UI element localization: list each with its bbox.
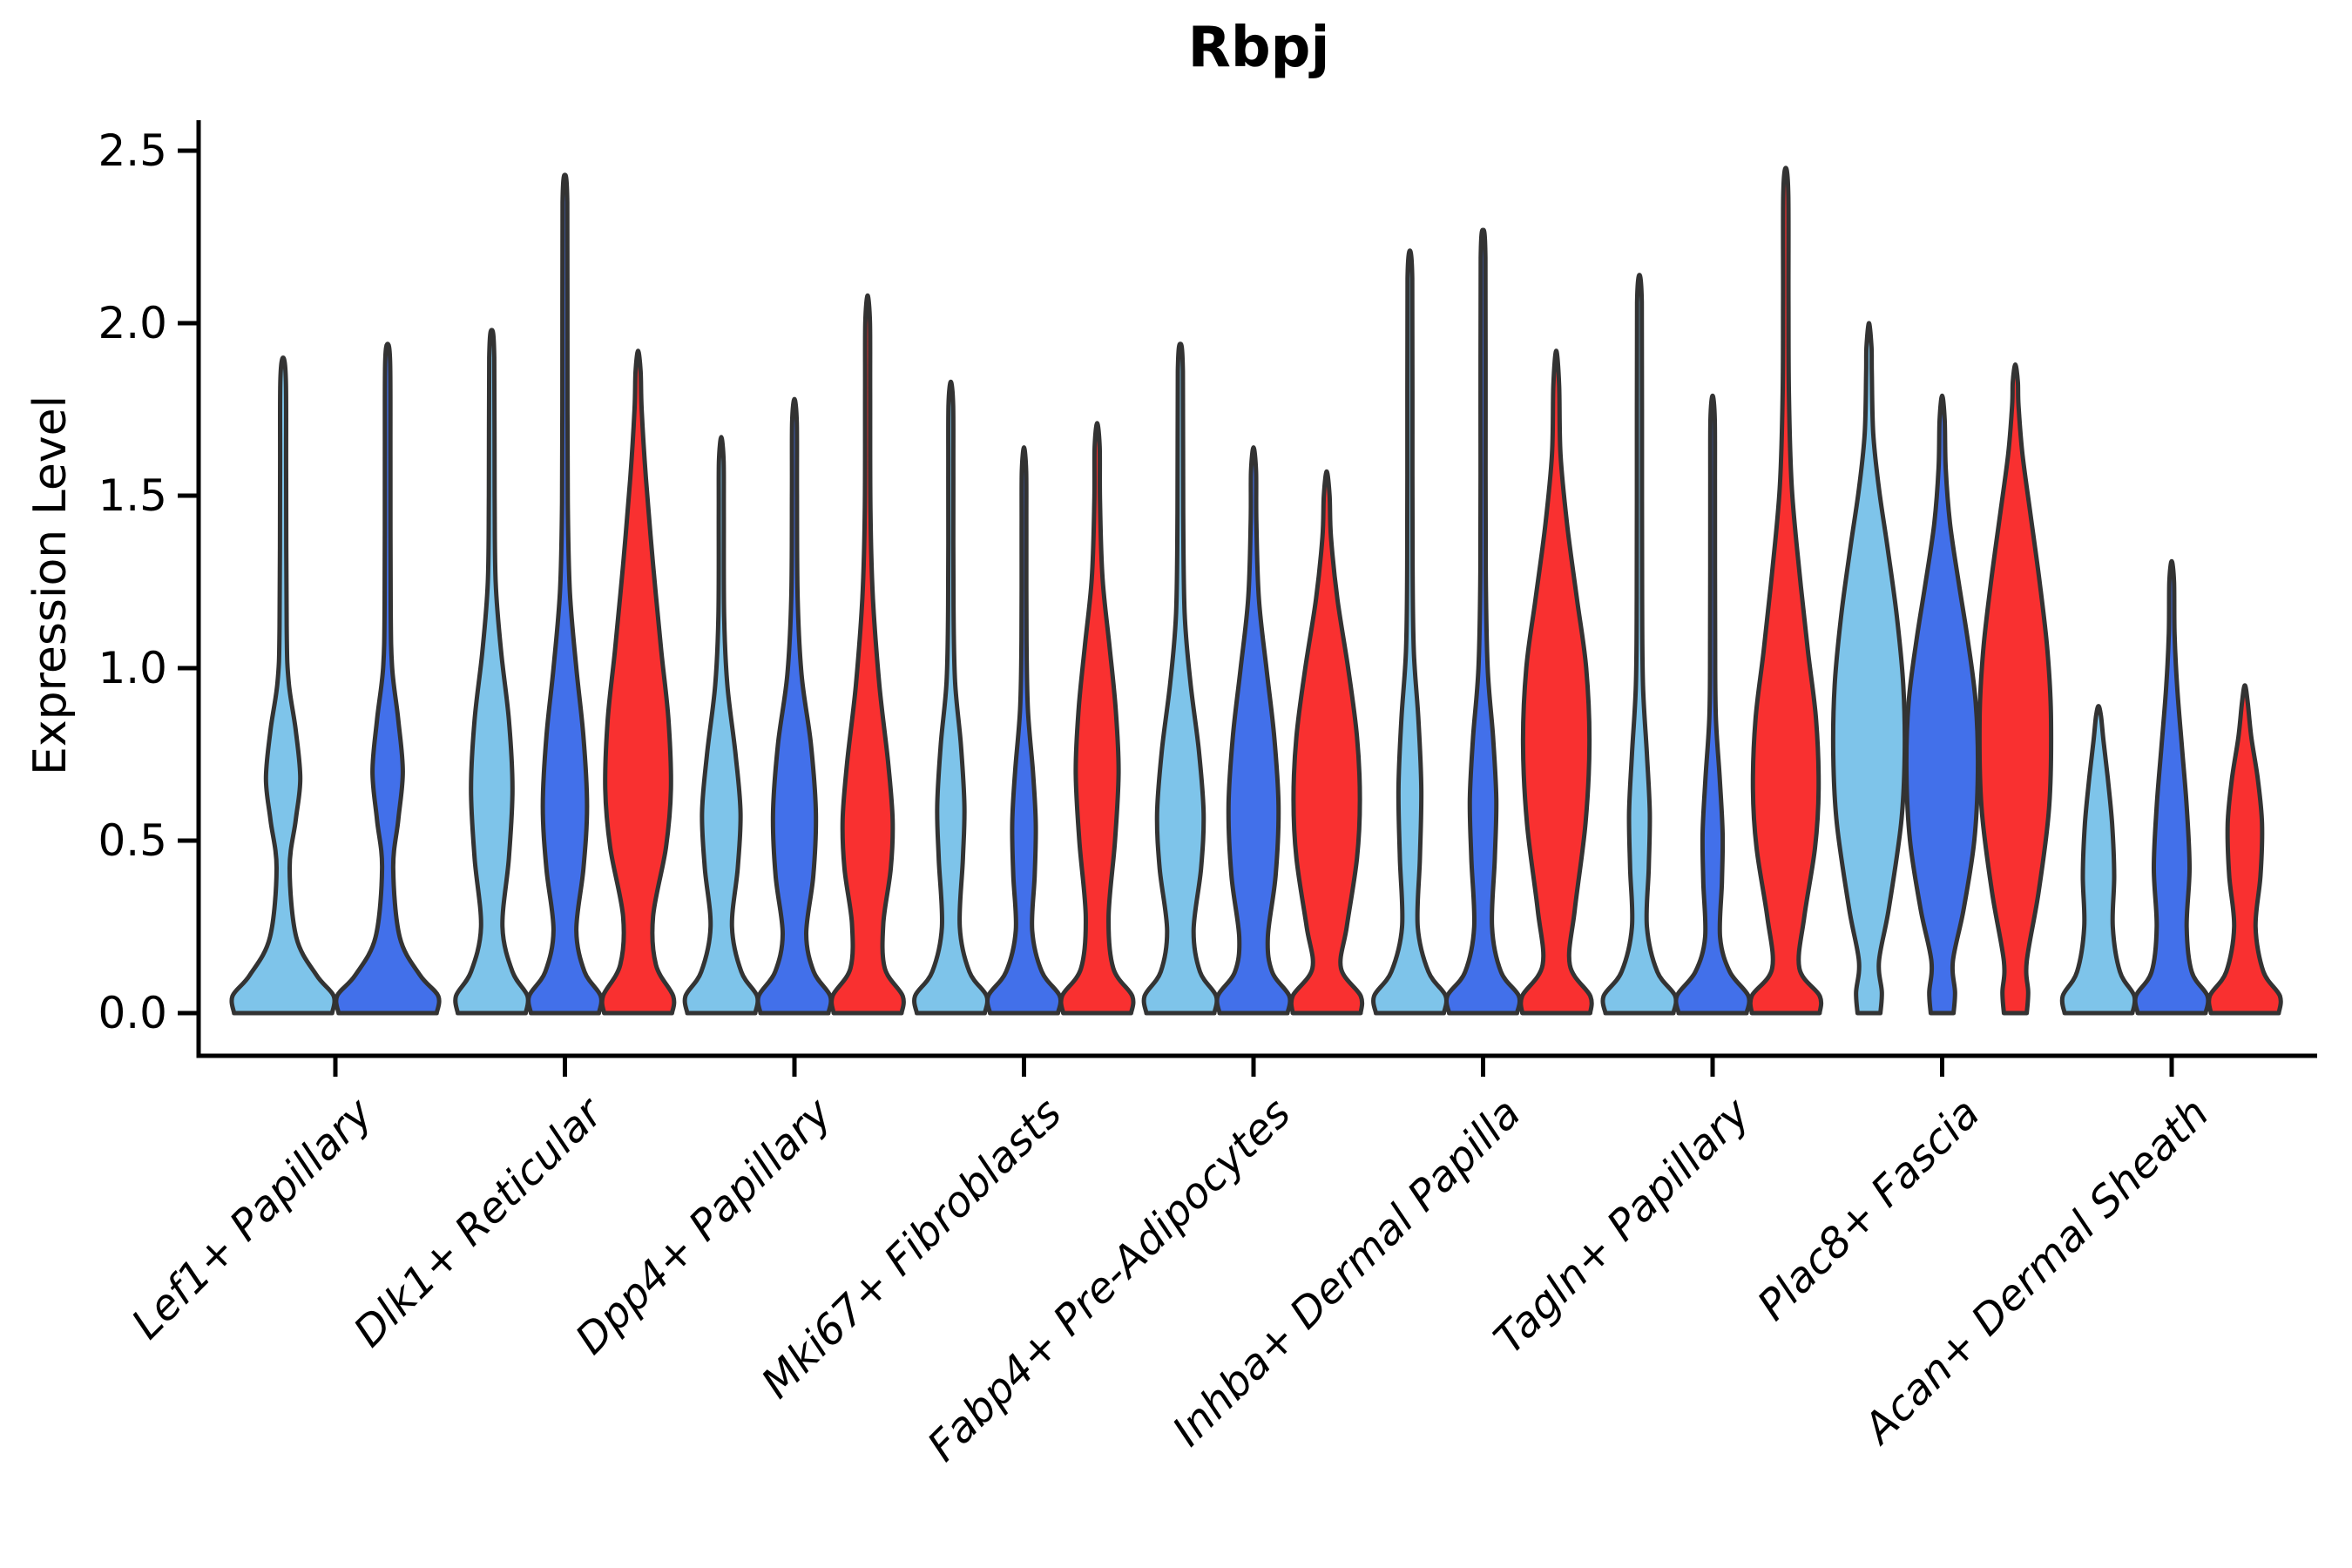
- y-tick-label: 2.5: [98, 125, 167, 176]
- chart-title: Rbpj: [1187, 16, 1330, 80]
- violin-light-blue: [912, 379, 990, 1016]
- violins-layer: [229, 166, 2283, 1016]
- violin-royal-blue: [1443, 227, 1523, 1016]
- violin-red: [599, 348, 677, 1016]
- violin-light-blue: [453, 328, 531, 1016]
- violin-light-blue: [1830, 321, 1908, 1016]
- violin-royal-blue: [1673, 393, 1752, 1016]
- violin-royal-blue: [755, 396, 834, 1016]
- violin-light-blue: [1141, 341, 1220, 1016]
- violin-light-blue: [682, 435, 760, 1016]
- violin-light-blue: [2059, 704, 2138, 1016]
- violin-royal-blue: [526, 172, 604, 1016]
- violin-light-blue: [1600, 273, 1679, 1016]
- y-tick-label: 1.5: [98, 470, 167, 521]
- y-tick-label: 2.0: [98, 298, 167, 348]
- violin-red: [2207, 683, 2283, 1016]
- violin-light-blue: [229, 355, 337, 1016]
- violin-royal-blue: [2132, 558, 2211, 1016]
- violin-royal-blue: [984, 445, 1064, 1016]
- violin-royal-blue: [1214, 445, 1293, 1016]
- axes-layer: [178, 120, 2317, 1077]
- violin-red: [1288, 469, 1365, 1016]
- y-tick-label: 0.0: [98, 988, 167, 1038]
- y-tick-label: 1.0: [98, 643, 167, 693]
- violin-red: [829, 293, 906, 1016]
- y-axis-title: Expression Level: [24, 395, 77, 776]
- y-tick-label: 0.5: [98, 815, 167, 866]
- violin-royal-blue: [1903, 393, 1981, 1016]
- violin-red: [1518, 348, 1594, 1016]
- violin-red: [1058, 421, 1136, 1016]
- violin-light-blue: [1371, 248, 1449, 1016]
- violin-red: [1977, 362, 2054, 1016]
- violin-red: [1747, 166, 1824, 1016]
- violin-royal-blue: [334, 341, 442, 1016]
